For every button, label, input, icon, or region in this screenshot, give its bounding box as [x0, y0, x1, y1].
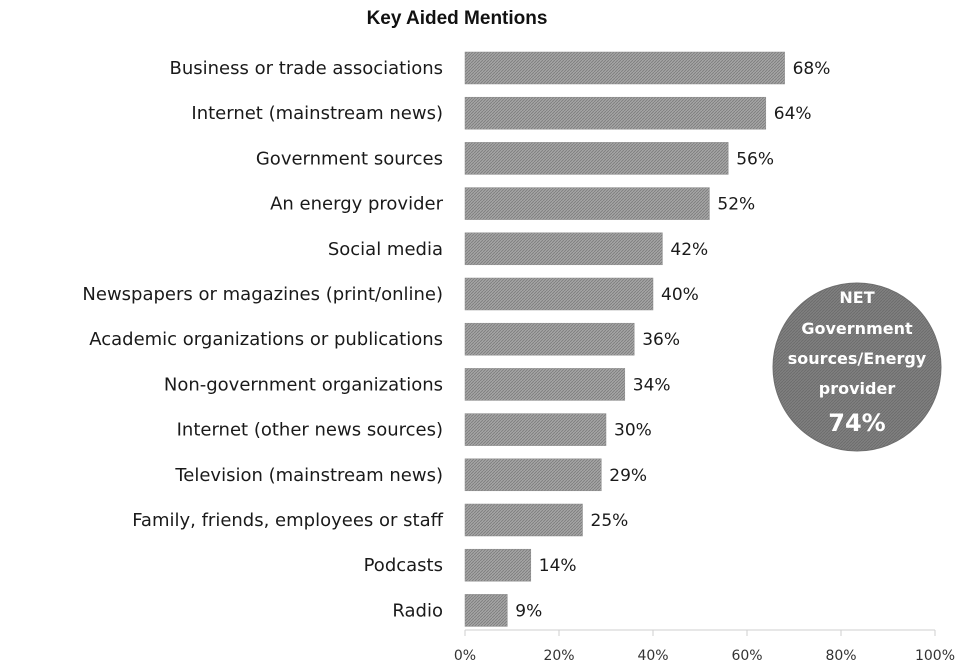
- value-label: 9%: [515, 601, 542, 621]
- bar: [464, 458, 602, 492]
- bar: [464, 368, 626, 401]
- category-label: Business or trade associations: [169, 58, 443, 79]
- bar: [464, 96, 767, 130]
- category-labels: Business or trade associations Internet (…: [82, 58, 443, 621]
- value-label: 56%: [736, 149, 774, 169]
- value-label: 64%: [774, 104, 812, 124]
- x-tick-label: 80%: [825, 648, 856, 664]
- category-label: Television (mainstream news): [174, 465, 443, 486]
- x-tick-label: 20%: [543, 648, 574, 664]
- bar: [464, 142, 729, 175]
- category-label: An energy provider: [270, 194, 443, 215]
- value-label: 40%: [661, 285, 699, 305]
- value-label: 36%: [642, 330, 680, 350]
- category-label: Family, friends, employees or staff: [132, 510, 443, 531]
- x-tick-label: 60%: [731, 648, 762, 664]
- category-label: Social media: [328, 239, 443, 260]
- callout-circle: [772, 282, 942, 452]
- value-label: 68%: [793, 59, 831, 79]
- value-label: 30%: [614, 421, 652, 441]
- category-label: Newspapers or magazines (print/online): [82, 284, 443, 305]
- category-label: Government sources: [256, 148, 443, 169]
- callout-line-3: sources/Energy: [788, 349, 927, 368]
- x-tick-label: 100%: [915, 648, 955, 664]
- value-labels: 68% 64% 56% 52% 42% 40% 36% 34% 30% 29% 25% 14% 9%: [515, 59, 830, 621]
- bar: [464, 503, 583, 537]
- bar: [464, 51, 785, 85]
- value-label: 42%: [670, 240, 708, 260]
- bar: [464, 322, 635, 356]
- value-label: 25%: [591, 511, 629, 531]
- callout-line-4: provider: [819, 379, 896, 398]
- value-label: 34%: [633, 375, 671, 395]
- category-label: Non-government organizations: [164, 374, 443, 395]
- value-label: 52%: [717, 195, 755, 215]
- x-axis-ticks: 0% 20% 40% 60% 80% 100%: [454, 630, 955, 664]
- category-label: Internet (other news sources): [177, 420, 443, 441]
- bar: [464, 594, 508, 627]
- x-tick-label: 0%: [454, 648, 476, 664]
- category-label: Internet (mainstream news): [191, 103, 443, 124]
- callout-line-2: Government: [801, 319, 913, 338]
- category-label: Academic organizations or publications: [89, 329, 443, 350]
- bar: [464, 548, 532, 582]
- net-callout-badge: NET Government sources/Energy provider 7…: [772, 282, 942, 452]
- category-label: Radio: [392, 600, 443, 621]
- bar: [464, 413, 607, 446]
- value-label: 14%: [539, 556, 577, 576]
- x-tick-label: 40%: [637, 648, 668, 664]
- bar: [464, 187, 710, 220]
- bars-layer: [464, 51, 785, 627]
- callout-line-1: NET: [839, 288, 874, 307]
- bar: [464, 277, 654, 311]
- value-label: 29%: [609, 466, 647, 486]
- callout-value: 74%: [828, 409, 885, 437]
- chart-title: Key Aided Mentions: [367, 8, 548, 29]
- category-label: Podcasts: [364, 555, 443, 576]
- bar: [464, 232, 663, 266]
